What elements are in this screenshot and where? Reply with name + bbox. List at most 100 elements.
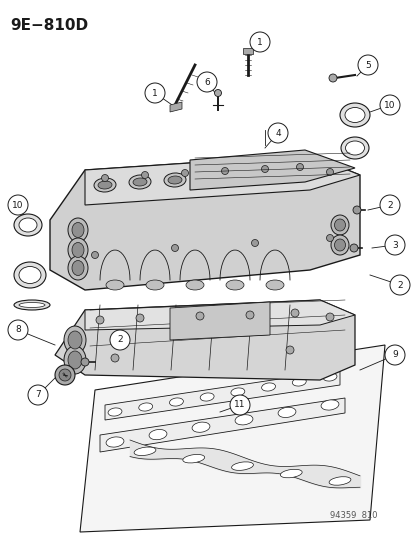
- Ellipse shape: [233, 169, 255, 183]
- Circle shape: [111, 354, 119, 362]
- Text: 2: 2: [117, 335, 123, 344]
- Circle shape: [96, 316, 104, 324]
- Circle shape: [290, 309, 298, 317]
- Circle shape: [55, 365, 75, 385]
- Ellipse shape: [68, 238, 88, 262]
- Circle shape: [251, 239, 258, 246]
- Circle shape: [59, 369, 71, 381]
- Circle shape: [352, 206, 360, 214]
- Ellipse shape: [271, 170, 284, 178]
- Polygon shape: [170, 102, 182, 112]
- Circle shape: [230, 395, 249, 415]
- Ellipse shape: [19, 266, 41, 284]
- Ellipse shape: [64, 326, 86, 354]
- Ellipse shape: [149, 430, 166, 440]
- Circle shape: [325, 313, 333, 321]
- Ellipse shape: [340, 137, 368, 159]
- Circle shape: [389, 275, 409, 295]
- Ellipse shape: [64, 346, 86, 374]
- Ellipse shape: [19, 303, 45, 308]
- Ellipse shape: [278, 407, 295, 417]
- Ellipse shape: [14, 262, 46, 288]
- Ellipse shape: [322, 373, 336, 381]
- Ellipse shape: [202, 174, 216, 182]
- Circle shape: [384, 345, 404, 365]
- Polygon shape: [170, 302, 269, 340]
- Circle shape: [197, 72, 216, 92]
- Circle shape: [285, 346, 293, 354]
- Ellipse shape: [344, 108, 364, 123]
- Ellipse shape: [199, 171, 221, 185]
- Ellipse shape: [68, 351, 82, 369]
- Ellipse shape: [266, 280, 283, 290]
- Polygon shape: [242, 48, 252, 54]
- Ellipse shape: [225, 280, 243, 290]
- Ellipse shape: [192, 422, 209, 432]
- Circle shape: [91, 252, 98, 259]
- Polygon shape: [55, 300, 354, 380]
- Circle shape: [136, 314, 144, 322]
- Circle shape: [349, 244, 357, 252]
- Text: 94359  810: 94359 810: [329, 511, 377, 520]
- Ellipse shape: [129, 175, 151, 189]
- Ellipse shape: [134, 447, 156, 456]
- Circle shape: [221, 167, 228, 174]
- Ellipse shape: [94, 178, 116, 192]
- Text: 6: 6: [204, 77, 209, 86]
- Ellipse shape: [261, 383, 275, 391]
- Polygon shape: [85, 155, 359, 205]
- Circle shape: [328, 74, 336, 82]
- Ellipse shape: [146, 280, 164, 290]
- Text: 10: 10: [12, 200, 24, 209]
- Ellipse shape: [280, 469, 301, 478]
- Ellipse shape: [169, 398, 183, 406]
- Ellipse shape: [320, 400, 338, 410]
- Circle shape: [195, 312, 204, 320]
- Circle shape: [141, 172, 148, 179]
- Text: 2: 2: [396, 280, 402, 289]
- Text: 1: 1: [256, 37, 262, 46]
- Ellipse shape: [292, 378, 306, 386]
- Ellipse shape: [183, 455, 204, 463]
- Ellipse shape: [230, 388, 244, 396]
- Ellipse shape: [164, 173, 185, 187]
- Text: 2: 2: [386, 200, 392, 209]
- Circle shape: [214, 90, 221, 96]
- Ellipse shape: [200, 393, 214, 401]
- Ellipse shape: [72, 243, 84, 257]
- Ellipse shape: [237, 172, 252, 180]
- Ellipse shape: [138, 403, 152, 411]
- Ellipse shape: [339, 103, 369, 127]
- Text: 5: 5: [364, 61, 370, 69]
- Circle shape: [181, 169, 188, 176]
- Circle shape: [267, 123, 287, 143]
- Ellipse shape: [330, 235, 348, 255]
- Polygon shape: [100, 398, 344, 452]
- Circle shape: [110, 330, 130, 350]
- Text: 10: 10: [383, 101, 395, 109]
- Circle shape: [326, 235, 333, 241]
- Ellipse shape: [235, 415, 252, 425]
- Circle shape: [171, 245, 178, 252]
- Ellipse shape: [168, 176, 182, 184]
- Ellipse shape: [72, 261, 84, 276]
- Ellipse shape: [106, 280, 124, 290]
- Circle shape: [145, 83, 165, 103]
- Text: 4: 4: [275, 128, 280, 138]
- Polygon shape: [50, 155, 359, 290]
- Text: 3: 3: [391, 240, 397, 249]
- Text: 9: 9: [391, 351, 397, 359]
- Circle shape: [245, 311, 254, 319]
- Ellipse shape: [185, 280, 204, 290]
- Polygon shape: [85, 300, 354, 330]
- Ellipse shape: [334, 219, 345, 231]
- Ellipse shape: [330, 215, 348, 235]
- Text: 9E−810D: 9E−810D: [10, 18, 88, 33]
- Text: 11: 11: [234, 400, 245, 409]
- Ellipse shape: [345, 141, 363, 155]
- Circle shape: [296, 164, 303, 171]
- Circle shape: [384, 235, 404, 255]
- Text: 7: 7: [35, 391, 41, 400]
- Circle shape: [101, 174, 108, 182]
- Polygon shape: [80, 345, 384, 532]
